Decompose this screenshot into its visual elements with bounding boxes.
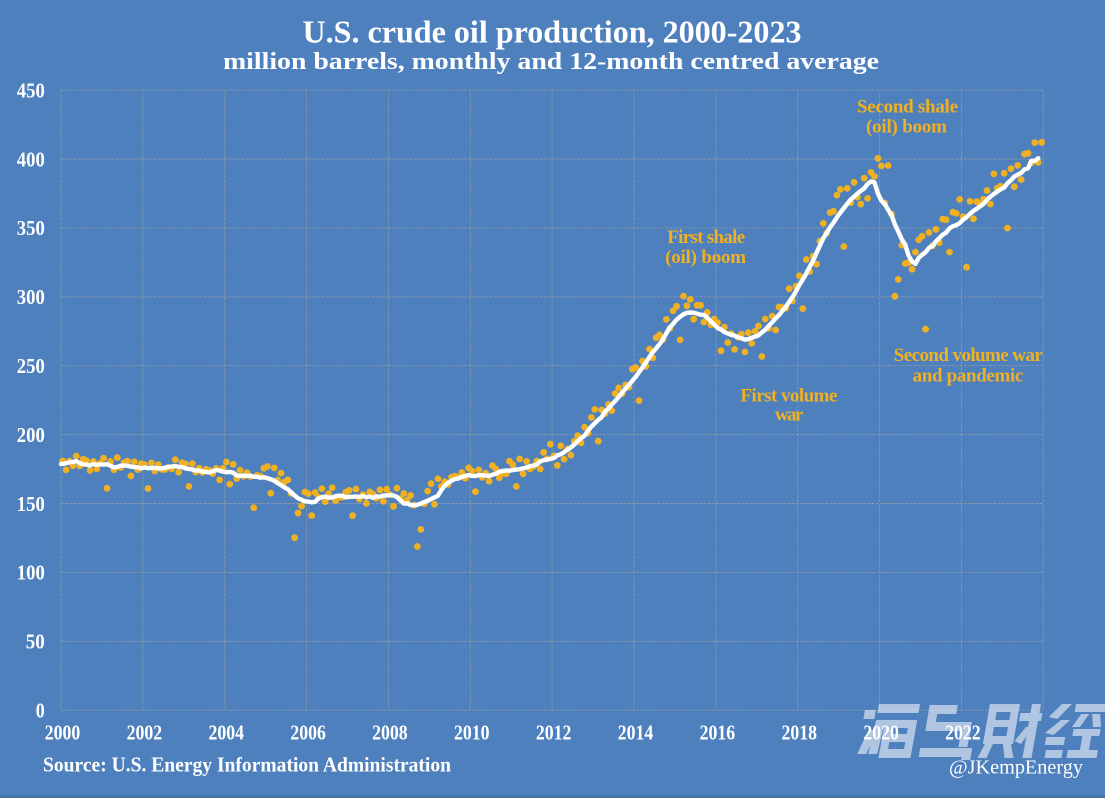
svg-text:0: 0: [36, 699, 45, 723]
svg-text:(oil) boom: (oil) boom: [665, 247, 746, 268]
svg-text:250: 250: [17, 354, 45, 378]
svg-text:and pandemic: and pandemic: [913, 366, 1024, 387]
svg-text:million barrels, monthly and 1: million barrels, monthly and 12-month ce…: [223, 49, 879, 75]
svg-text:2016: 2016: [700, 720, 736, 744]
svg-text:2010: 2010: [454, 720, 490, 744]
svg-text:Source: U.S. Energy Informatio: Source: U.S. Energy Information Administ…: [43, 753, 451, 777]
svg-text:200: 200: [17, 423, 45, 447]
svg-text:war: war: [775, 405, 804, 426]
svg-text:Second shale: Second shale: [857, 97, 958, 118]
svg-text:First volume: First volume: [740, 386, 837, 407]
svg-text:150: 150: [17, 492, 45, 516]
svg-text:2002: 2002: [127, 720, 163, 744]
svg-text:300: 300: [17, 285, 45, 309]
svg-text:2008: 2008: [372, 720, 408, 744]
svg-text:Second volume war: Second volume war: [894, 345, 1044, 366]
svg-text:350: 350: [17, 216, 45, 240]
svg-text:2012: 2012: [536, 720, 572, 744]
svg-text:100: 100: [17, 561, 45, 585]
svg-text:400: 400: [17, 147, 45, 171]
svg-text:2014: 2014: [618, 720, 654, 744]
svg-text:2006: 2006: [290, 720, 326, 744]
svg-text:2018: 2018: [781, 720, 817, 744]
svg-text:(oil) boom: (oil) boom: [866, 116, 947, 137]
svg-text:450: 450: [17, 78, 45, 102]
svg-text:@JKempEnergy: @JKempEnergy: [949, 757, 1083, 779]
svg-text:U.S. crude oil production, 200: U.S. crude oil production, 2000-2023: [303, 14, 802, 50]
svg-text:First shale: First shale: [667, 227, 745, 248]
svg-text:2000: 2000: [45, 720, 81, 744]
svg-text:50: 50: [26, 630, 45, 654]
svg-text:2004: 2004: [208, 720, 244, 744]
